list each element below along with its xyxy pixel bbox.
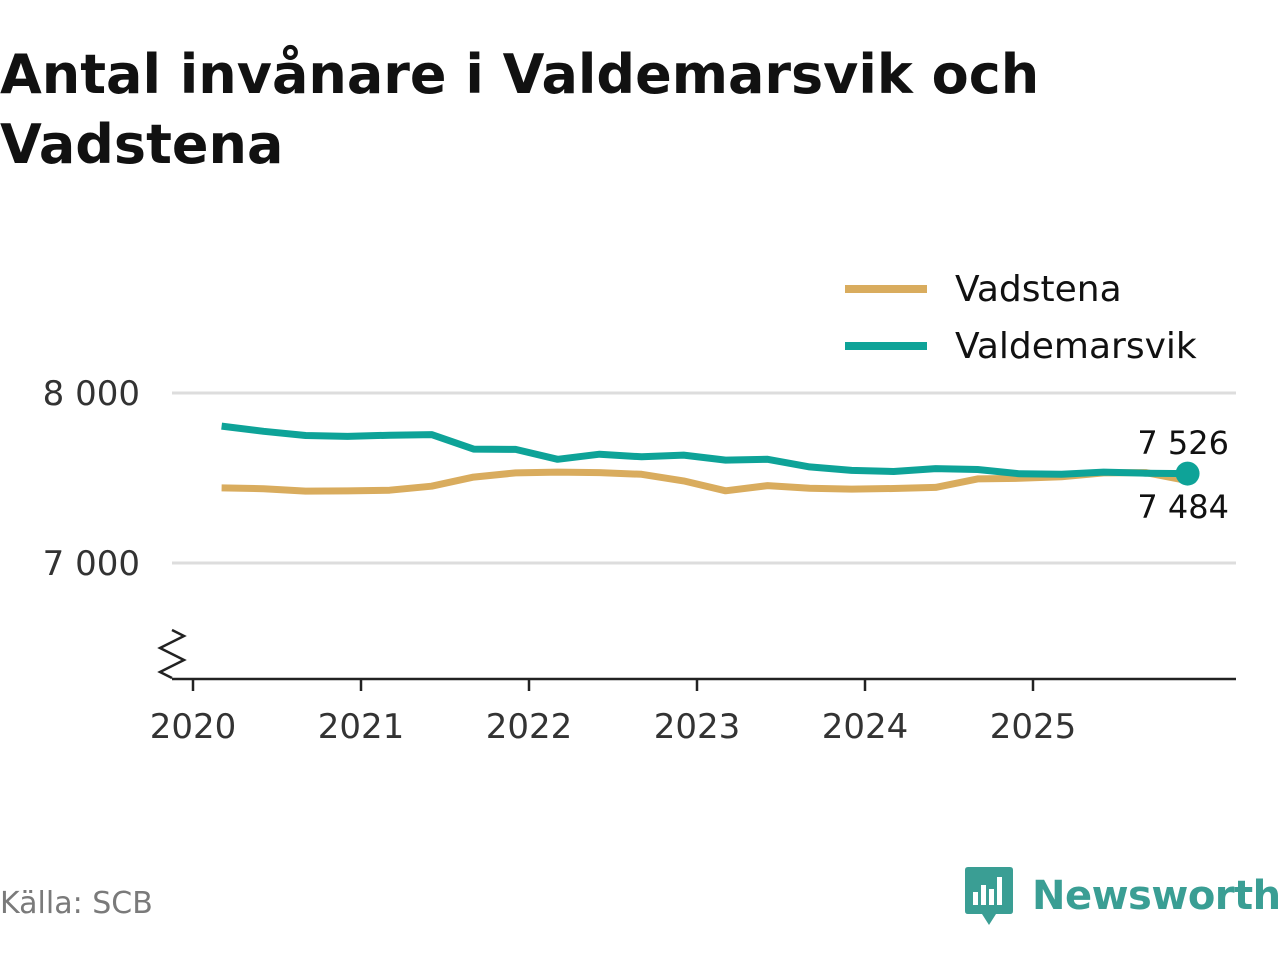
brand-name: Newsworthy xyxy=(1032,873,1280,919)
x-tick-label: 2022 xyxy=(486,707,573,747)
end-point-marker xyxy=(1175,461,1200,486)
source-note: Källa: SCB xyxy=(0,886,153,921)
series-line-valdemarsvik xyxy=(221,422,1188,478)
y-tick-label: 8 000 xyxy=(43,374,140,414)
brand-logo: Newsworthy xyxy=(964,864,1280,928)
x-tick-label: 2023 xyxy=(654,707,741,747)
x-tick-label: 2024 xyxy=(822,707,909,747)
series-line-vadstena xyxy=(221,468,1189,495)
axis-break-icon xyxy=(157,628,187,680)
legend-label-valdemarsvik: Valdemarsvik xyxy=(955,326,1197,367)
newsworthy-logo-icon xyxy=(965,867,1013,925)
end-label-vadstena: 7 484 xyxy=(1137,488,1229,526)
chart-title: Antal invånare i Valdemarsvik och Vadste… xyxy=(0,43,1040,176)
y-tick-label: 7 000 xyxy=(43,544,140,584)
x-tick-label: 2020 xyxy=(150,707,237,747)
legend-label-vadstena: Vadstena xyxy=(955,269,1122,310)
x-tick-label: 2021 xyxy=(318,707,405,747)
end-label-valdemarsvik: 7 526 xyxy=(1137,424,1229,462)
x-tick-label: 2025 xyxy=(990,707,1077,747)
